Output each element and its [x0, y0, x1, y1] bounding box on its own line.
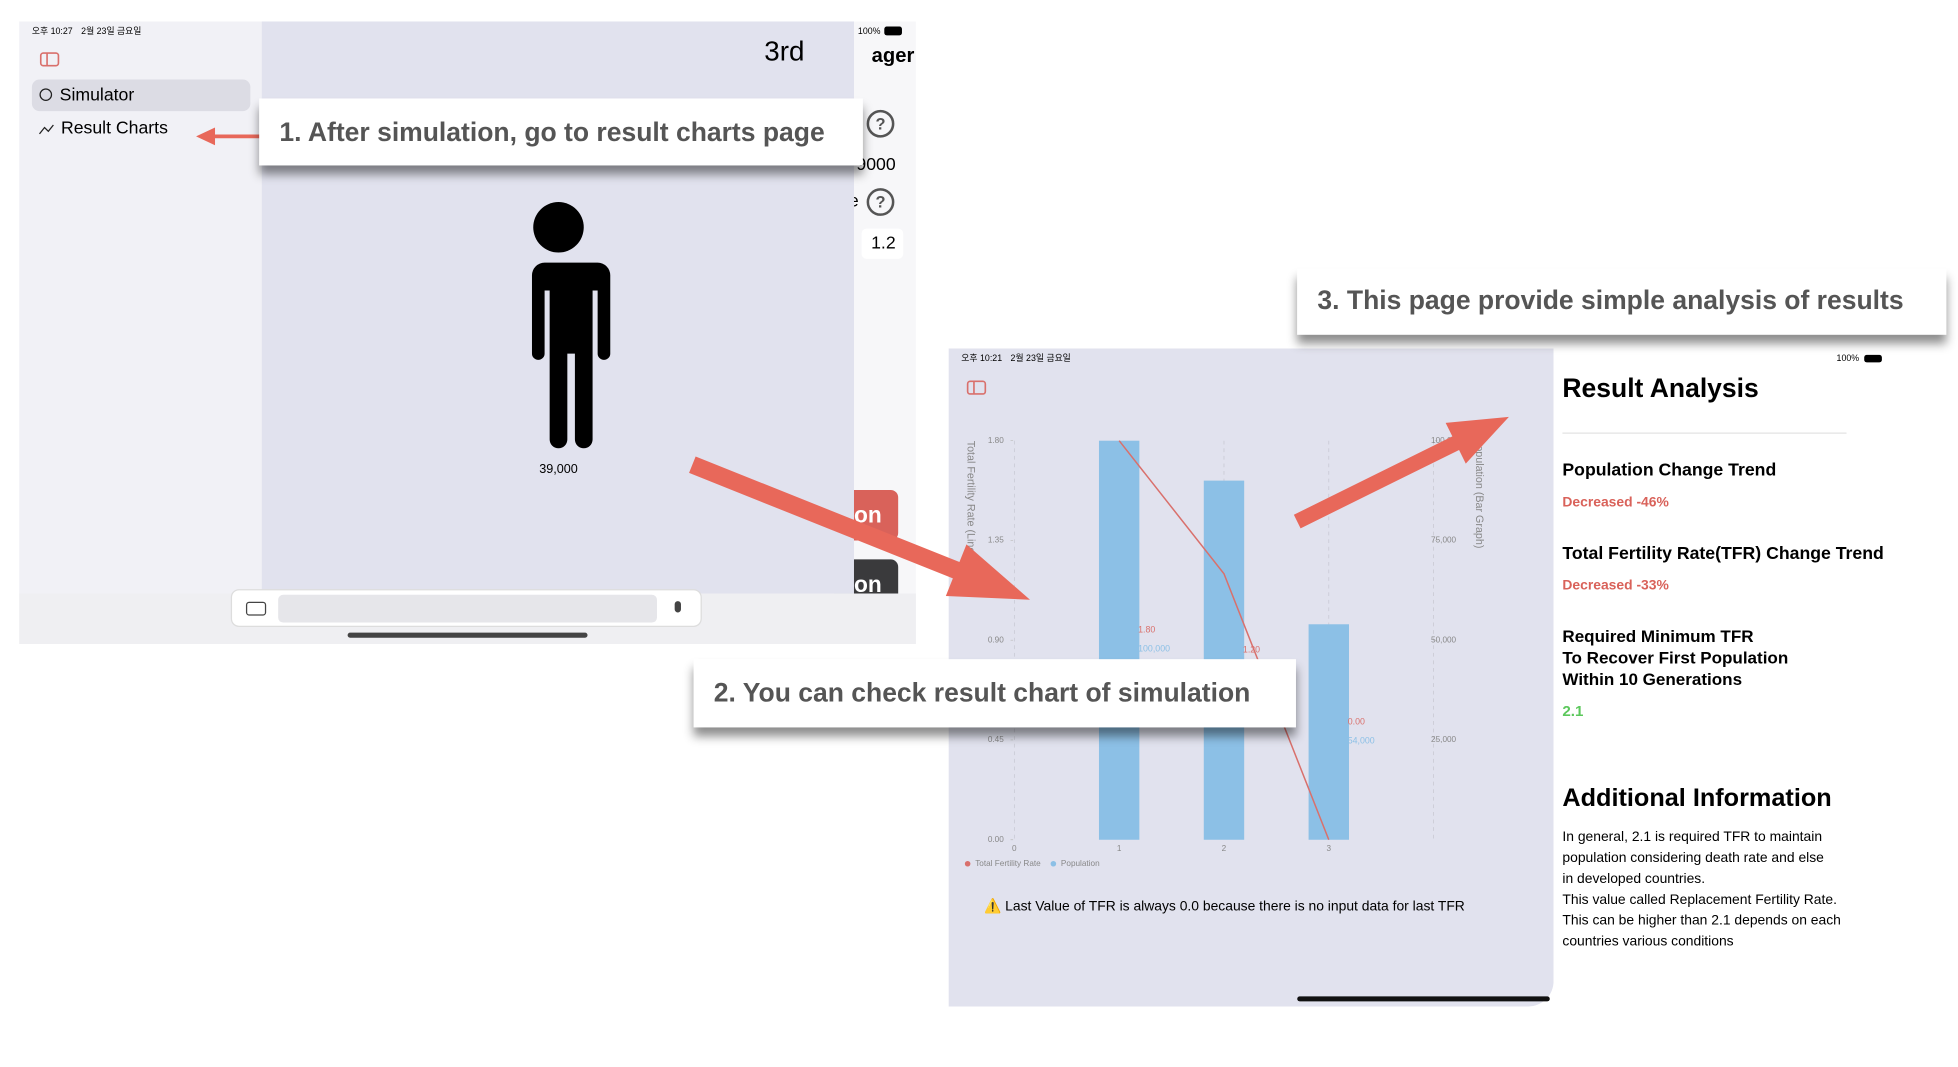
legend-marker — [1050, 860, 1057, 867]
y-tick-label: 0.00 — [988, 835, 1004, 844]
x-tick-label: 3 — [1327, 844, 1332, 853]
partial-value: 9000 — [856, 154, 895, 174]
input-field[interactable] — [861, 228, 904, 259]
sidebar-toggle[interactable] — [39, 52, 60, 67]
selected-item[interactable] — [31, 79, 251, 112]
status-time: 오후 10:21 — [961, 353, 1002, 363]
additional-title: Additional Information — [1562, 784, 1831, 812]
bar — [1308, 624, 1349, 840]
sidebar-item[interactable]: Result Charts — [61, 117, 168, 137]
keyboard-icon[interactable] — [245, 601, 267, 616]
chart-icon — [38, 124, 54, 135]
heading: Within 10 Generations — [1562, 670, 1742, 689]
play-icon — [39, 88, 53, 102]
callout-text: 2. You can check result chart of simulat… — [714, 678, 1251, 708]
paragraph-line: population considering death rate and el… — [1562, 849, 1824, 865]
note: ⚠️ Last Value of TFR is always 0.0 becau… — [984, 897, 1465, 914]
bar — [1098, 440, 1140, 840]
additional-text: In general, 2.1 is required TFR to maint… — [1562, 828, 1840, 949]
analysis-panel — [1553, 348, 1895, 1007]
y2-tick-label: 25,000 — [1431, 735, 1456, 744]
person-head — [533, 202, 584, 253]
sidebar-item[interactable]: Simulator — [60, 85, 135, 105]
callout — [693, 659, 1296, 728]
result: Decreased -46% — [1562, 493, 1668, 509]
help-icon[interactable] — [866, 109, 895, 138]
paragraph-line: countries various conditions — [1562, 933, 1733, 949]
y-tick-label: 1.80 — [988, 436, 1004, 445]
value-label: 0.00 — [1348, 717, 1365, 727]
callout-text: 3. This page provide simple analysis of … — [1317, 285, 1903, 315]
result: Decreased -33% — [1562, 577, 1668, 593]
legend-label: Total Fertility Rate — [975, 859, 1041, 868]
paragraph-line: This value called Replacement Fertility … — [1562, 891, 1837, 907]
partial-input: 1.2 — [871, 232, 896, 252]
y-tick-label: 0.45 — [988, 735, 1004, 744]
x-tick-label: 1 — [1117, 844, 1122, 853]
heading: Required Minimum TFR — [1562, 627, 1753, 646]
value-label: 54,000 — [1348, 736, 1375, 746]
home-indicator — [347, 632, 588, 638]
line — [1118, 440, 1330, 841]
y2-tick-label: 50,000 — [1431, 635, 1456, 644]
home-indicator — [1297, 996, 1550, 1002]
y2-axis-label: Population (Bar Graph) — [1473, 438, 1485, 548]
value-label: 1.20 — [1243, 645, 1260, 655]
heading: To Recover First Population — [1562, 649, 1788, 668]
sidebar — [19, 21, 262, 594]
battery: 100% — [1837, 353, 1860, 363]
callout-box — [693, 659, 1296, 728]
paragraph-line: This can be higher than 2.1 depends on e… — [1562, 912, 1840, 928]
battery-icon — [1864, 354, 1882, 363]
header: 3rd — [764, 35, 804, 66]
result: 2.1 — [1562, 703, 1583, 720]
arrow — [196, 127, 266, 146]
help-mark: ? — [875, 115, 885, 133]
y2-tick-label: 75,000 — [1431, 536, 1456, 545]
callout-text: 1. After simulation, go to result charts… — [279, 117, 824, 147]
help-mark: ? — [875, 194, 885, 212]
mic-icon[interactable] — [674, 601, 681, 613]
value-label: 100,000 — [1138, 643, 1170, 653]
help-icon[interactable] — [866, 188, 895, 216]
legend-label: Population — [1061, 859, 1100, 868]
person-body — [519, 262, 611, 449]
y-tick-label: 0.90 — [988, 635, 1004, 644]
analysis-title: Result Analysis — [1562, 373, 1758, 403]
heading: Total Fertility Rate(TFR) Change Trend — [1562, 543, 1883, 563]
battery: 100% — [858, 26, 881, 36]
status-date: 2월 23일 금요일 — [1011, 352, 1071, 363]
heading: Population Change Trend — [1562, 460, 1776, 480]
button-label: on — [854, 571, 882, 597]
status-date: 2월 23일 금요일 — [81, 25, 141, 36]
y-tick-label: 1.35 — [988, 536, 1004, 545]
paragraph-line: In general, 2.1 is required TFR to maint… — [1562, 828, 1822, 844]
x-tick-label: 2 — [1222, 844, 1227, 853]
callout — [259, 98, 863, 166]
callout-box — [1297, 268, 1947, 335]
x-tick-label: 0 — [1012, 844, 1017, 853]
population-label: 39,000 — [539, 462, 578, 476]
partial-title: ager — [872, 45, 915, 67]
status-time: 오후 10:27 — [32, 26, 73, 36]
paragraph-line: in developed countries. — [1562, 870, 1705, 886]
callout — [1297, 268, 1947, 335]
sidebar-toggle[interactable] — [966, 380, 987, 395]
battery-icon — [884, 26, 902, 36]
legend-marker — [964, 860, 971, 867]
input-strip[interactable] — [278, 594, 657, 623]
callout-box — [259, 98, 863, 166]
value-label: 1.80 — [1138, 624, 1155, 634]
arrow — [689, 456, 1031, 600]
arrow — [1293, 416, 1509, 529]
